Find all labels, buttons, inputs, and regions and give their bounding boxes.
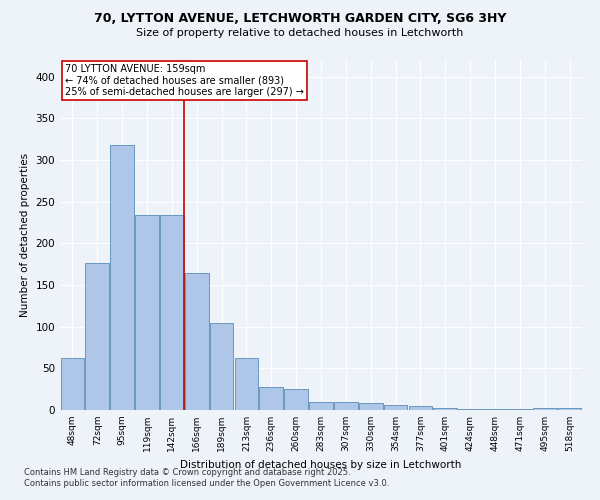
Bar <box>235 358 258 410</box>
Text: 70, LYTTON AVENUE, LETCHWORTH GARDEN CITY, SG6 3HY: 70, LYTTON AVENUE, LETCHWORTH GARDEN CIT… <box>94 12 506 26</box>
Bar <box>210 324 233 410</box>
Bar <box>558 408 581 410</box>
Bar <box>483 409 507 410</box>
Bar <box>309 402 333 410</box>
Bar <box>508 409 532 410</box>
Bar <box>334 402 358 410</box>
Text: 70 LYTTON AVENUE: 159sqm
← 74% of detached houses are smaller (893)
25% of semi-: 70 LYTTON AVENUE: 159sqm ← 74% of detach… <box>65 64 304 96</box>
Y-axis label: Number of detached properties: Number of detached properties <box>20 153 30 317</box>
X-axis label: Distribution of detached houses by size in Letchworth: Distribution of detached houses by size … <box>181 460 461 469</box>
Bar <box>384 405 407 410</box>
Bar <box>533 408 557 410</box>
Text: Size of property relative to detached houses in Letchworth: Size of property relative to detached ho… <box>136 28 464 38</box>
Bar <box>359 404 383 410</box>
Text: Contains HM Land Registry data © Crown copyright and database right 2025.
Contai: Contains HM Land Registry data © Crown c… <box>24 468 389 487</box>
Bar <box>458 409 482 410</box>
Bar <box>160 215 184 410</box>
Bar <box>284 389 308 410</box>
Bar <box>409 406 432 410</box>
Bar <box>135 215 159 410</box>
Bar <box>259 386 283 410</box>
Bar <box>433 408 457 410</box>
Bar <box>110 145 134 410</box>
Bar <box>185 274 209 410</box>
Bar <box>85 264 109 410</box>
Bar <box>61 358 84 410</box>
